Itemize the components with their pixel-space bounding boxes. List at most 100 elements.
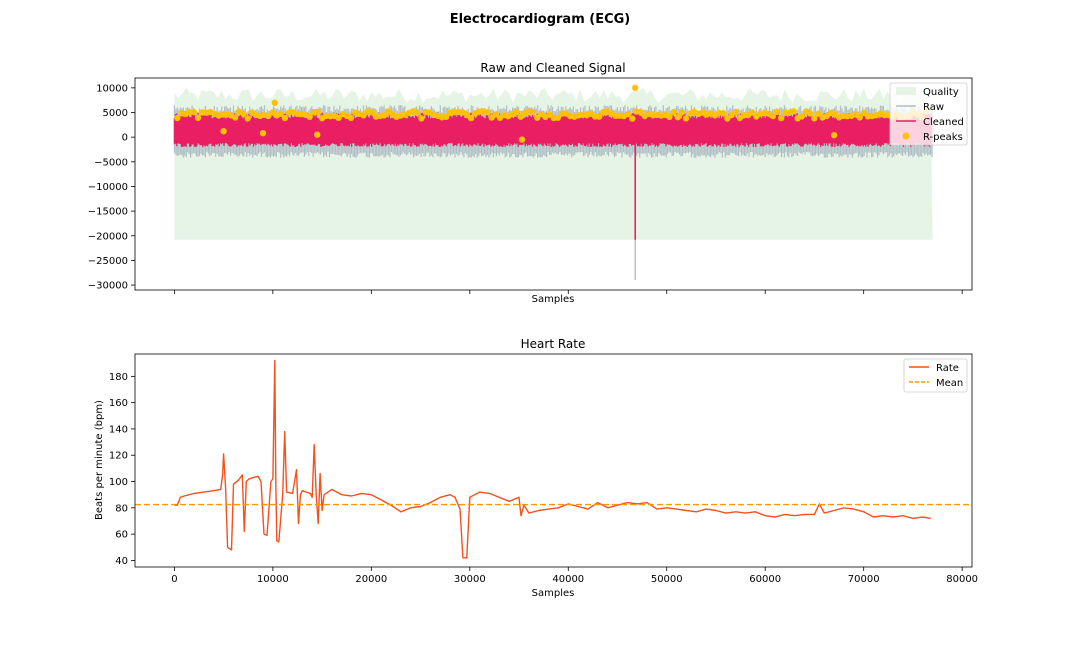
r-peak-point — [418, 115, 425, 122]
legend-label-cleaned: Cleaned — [923, 117, 964, 128]
y-tick-label: 0 — [122, 133, 128, 144]
r-peak-point — [518, 136, 526, 143]
x-tick-label: 80000 — [946, 574, 978, 585]
y-tick-label: −5000 — [94, 157, 128, 168]
x-tick-label: 40000 — [552, 574, 584, 585]
x-tick-label: 50000 — [651, 574, 683, 585]
heart-rate-legend: Rate Mean — [903, 358, 968, 393]
y-tick-label: −30000 — [88, 281, 128, 292]
r-peak-point — [554, 114, 561, 121]
r-peak-point — [443, 113, 450, 121]
heart-rate-y-axis-label: Beats per minute (bpm) — [94, 400, 105, 520]
x-tick-label: 20000 — [355, 574, 387, 585]
r-peak-point — [414, 109, 421, 117]
r-peak-point — [637, 108, 644, 116]
r-peak-point — [678, 109, 686, 116]
r-peak-point — [624, 110, 632, 118]
r-peak-point — [670, 109, 677, 116]
signal-x-axis-label: Samples — [532, 294, 575, 305]
r-peak-point — [769, 112, 777, 120]
r-peak-point — [666, 113, 673, 121]
r-peak-point — [596, 113, 603, 120]
legend-label-rate: Rate — [936, 363, 959, 374]
y-tick-label: 160 — [109, 398, 128, 409]
y-tick-label: 60 — [115, 530, 128, 541]
r-peak-point — [190, 108, 198, 116]
x-tick-label: 10000 — [257, 574, 289, 585]
x-tick-label: 0 — [171, 574, 177, 585]
heart-rate-line — [174, 359, 931, 559]
r-peak-point — [244, 115, 251, 122]
signal-x-ticks — [173, 290, 963, 294]
r-peak-point — [194, 114, 202, 122]
r-peak-point — [232, 114, 239, 121]
signal-axes-frame — [134, 77, 973, 291]
legend-label-raw: Raw — [923, 102, 944, 113]
y-tick-label: −15000 — [88, 207, 128, 218]
y-tick-label: 120 — [109, 451, 128, 462]
cleaned-signal-line — [173, 112, 933, 147]
r-peak-point — [529, 108, 537, 116]
r-peak-point — [240, 110, 247, 118]
r-peak-point — [259, 130, 267, 137]
r-peak-point — [174, 114, 181, 122]
y-tick-label: 140 — [109, 424, 128, 435]
y-tick-label: 80 — [115, 503, 128, 514]
y-tick-label: −25000 — [88, 256, 128, 267]
r-peak-point — [629, 115, 636, 122]
heart-rate-x-ticks: 0 10000 20000 30000 40000 50000 60000 70000 8000… — [171, 567, 978, 585]
r-peak-point — [306, 113, 313, 121]
r-peak-point — [368, 109, 375, 116]
r-peak-point — [790, 108, 797, 115]
r-peak-point — [815, 110, 822, 117]
y-tick-label: 40 — [115, 556, 128, 567]
heart-rate-plot-content — [135, 359, 972, 559]
r-peak-point — [632, 84, 639, 92]
r-peak-point — [798, 113, 805, 120]
r-peak-point — [682, 115, 690, 122]
r-peak-point — [360, 112, 367, 119]
r-peak-point — [674, 114, 681, 121]
r-peak-point — [830, 132, 838, 139]
signal-panel-title: Raw and Cleaned Signal — [480, 61, 625, 75]
y-tick-label: 10000 — [96, 83, 128, 94]
y-tick-label: −20000 — [88, 231, 128, 242]
r-peak-point — [720, 110, 727, 117]
legend-label-quality: Quality — [923, 87, 959, 98]
r-peak-point — [856, 114, 863, 121]
signal-plot-content — [173, 84, 933, 281]
r-peak-point — [484, 109, 491, 116]
y-tick-label: 180 — [109, 372, 128, 383]
r-peak-point — [271, 99, 278, 106]
r-peak-point — [778, 114, 785, 122]
r-peak-point — [347, 114, 355, 122]
r-peak-point — [732, 108, 739, 116]
r-peak-point — [220, 128, 227, 135]
r-peak-point — [534, 114, 541, 121]
r-peak-point — [467, 114, 475, 122]
heart-rate-panel: Heart Rate 0 10000 20000 30000 40000 50000 600… — [94, 337, 978, 599]
r-peak-point — [773, 108, 781, 116]
x-tick-label: 70000 — [848, 574, 880, 585]
y-tick-label: 100 — [109, 477, 128, 488]
legend-swatch-rpeaks — [902, 132, 910, 140]
signal-legend-box — [889, 82, 968, 146]
x-tick-label: 60000 — [749, 574, 781, 585]
signal-panel: Raw and Cleaned Signal 10000 5000 0 −5000 −1… — [88, 61, 973, 305]
r-peak-point — [513, 108, 520, 116]
r-peak-point — [335, 114, 342, 122]
signal-y-ticks: 10000 5000 0 −5000 −10000 −15000 −20000 −25000 −… — [88, 83, 135, 292]
heart-rate-y-ticks: 40 60 80 100 120 140 160 180 — [109, 372, 135, 567]
r-peak-point — [380, 112, 388, 119]
y-tick-label: −10000 — [88, 182, 128, 193]
heart-rate-x-axis-label: Samples — [532, 588, 575, 599]
y-tick-label: 5000 — [103, 108, 128, 119]
r-peak-point — [811, 115, 818, 122]
r-peak-point — [277, 110, 284, 117]
legend-swatch-quality — [896, 87, 916, 95]
x-tick-label: 30000 — [454, 574, 486, 585]
r-peak-point — [806, 110, 814, 117]
figure-title: Electrocardiogram (ECG) — [450, 12, 631, 27]
legend-label-mean: Mean — [936, 378, 963, 389]
